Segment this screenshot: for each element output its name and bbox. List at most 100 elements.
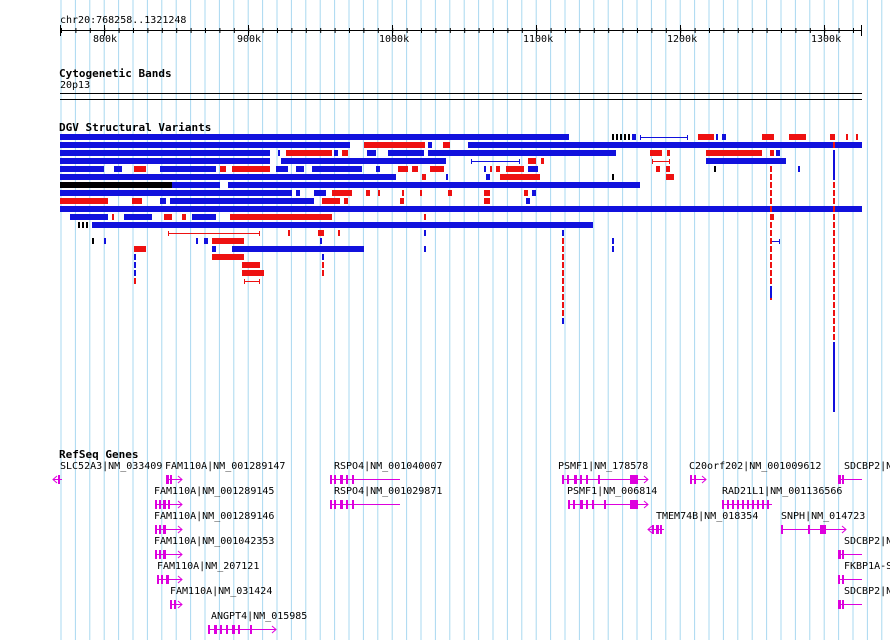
variant-bar	[398, 166, 408, 172]
gene-label[interactable]: SDCBP2|N	[844, 536, 890, 547]
variant-bar	[232, 246, 364, 252]
gene-label[interactable]: FAM110A|NM_031424	[170, 586, 273, 597]
variant-bar	[60, 134, 569, 140]
gene-exon	[630, 475, 638, 484]
gene-label[interactable]: RSPO4|NM_001029871	[334, 486, 443, 497]
variant-mark	[833, 214, 835, 220]
gene-exon	[163, 550, 166, 559]
gene-exon	[232, 625, 235, 634]
gene-exon	[656, 525, 659, 534]
gene-label[interactable]: FKBP1A-S	[844, 561, 890, 572]
variant-bar	[204, 238, 208, 244]
variant-mark	[770, 286, 772, 298]
variant-bar	[367, 150, 376, 156]
variant-bar	[376, 166, 380, 172]
variant-bar	[443, 142, 450, 148]
gene-exon	[722, 500, 724, 509]
gene-exon	[346, 500, 348, 509]
variant-mark	[322, 254, 324, 260]
variant-bar	[134, 246, 146, 252]
variant-bar	[798, 166, 800, 172]
variant-bar	[541, 158, 544, 164]
variant-bar	[344, 198, 348, 204]
variant-bar	[318, 230, 324, 236]
variant-mark	[833, 334, 835, 340]
variant-bar	[666, 174, 674, 180]
variant-bar	[78, 222, 80, 228]
variant-mark	[770, 174, 772, 180]
gene-label[interactable]: RAD21L1|NM_001136566	[722, 486, 843, 497]
variant-bar	[789, 134, 806, 140]
gene-label[interactable]: FAM110A|NM_001289145	[154, 486, 275, 497]
gene-label[interactable]: PSMF1|NM_006814	[567, 486, 658, 497]
variant-bar	[484, 166, 486, 172]
variant-mark	[562, 238, 564, 244]
gene-exon	[250, 625, 252, 634]
gene-label[interactable]: SDCBP2|N	[844, 461, 890, 472]
variant-mark	[833, 246, 835, 252]
gene-label[interactable]: PSMF1|NM_178578	[558, 461, 649, 472]
variant-bar	[364, 142, 425, 148]
variant-mark	[833, 318, 835, 324]
variant-bar	[164, 214, 172, 220]
gene-exon	[58, 475, 60, 484]
gene-label[interactable]: SLC52A3|NM_033409	[60, 461, 163, 472]
variant-mark	[833, 286, 835, 292]
variant-bar	[134, 166, 146, 172]
gene-exon	[747, 500, 749, 509]
gene-exon	[170, 600, 172, 609]
variant-bar	[288, 230, 290, 236]
gene-exon	[168, 500, 170, 509]
gene-exon	[742, 500, 744, 509]
location-label: chr20:768258..1321248	[60, 15, 187, 26]
variant-bar	[114, 166, 122, 172]
gene-label[interactable]: RSPO4|NM_001040007	[334, 461, 443, 472]
gene-exon	[340, 475, 343, 484]
gene-exon	[842, 600, 844, 609]
variant-mark	[833, 310, 835, 316]
gene-label[interactable]: FAM110A|NM_001289147	[165, 461, 286, 472]
variant-bar	[500, 174, 540, 180]
variant-bar	[286, 150, 332, 156]
gene-label[interactable]: FAM110A|NM_001289146	[154, 511, 275, 522]
variant-mark	[770, 278, 772, 284]
variant-bar	[92, 222, 593, 228]
gene-strand-arrow	[177, 550, 183, 559]
gene-exon	[352, 500, 354, 509]
gene-exon	[842, 550, 844, 559]
gene-exon	[580, 475, 582, 484]
variant-mark	[770, 270, 772, 276]
variant-bar	[666, 166, 670, 172]
variant-bar	[698, 134, 714, 140]
variant-bar	[60, 166, 104, 172]
gene-exon	[170, 475, 172, 484]
variant-mark	[612, 246, 614, 252]
gene-label[interactable]: FAM110A|NM_207121	[157, 561, 260, 572]
gene-exon	[163, 500, 166, 509]
gene-exon	[562, 475, 564, 484]
gene-label[interactable]: FAM110A|NM_001042353	[154, 536, 275, 547]
variant-mark	[770, 198, 772, 204]
cytoband-track-title: Cytogenetic Bands	[59, 67, 172, 80]
variant-mark	[562, 294, 564, 300]
variant-mark	[833, 198, 835, 204]
variant-bar	[430, 166, 444, 172]
gene-exon	[166, 475, 169, 484]
variant-bar	[160, 166, 216, 172]
variant-bar	[830, 134, 834, 140]
gene-label[interactable]: C20orf202|NM_001009612	[689, 461, 822, 472]
variant-mark	[562, 286, 564, 292]
variant-bar	[528, 158, 536, 164]
gene-label[interactable]: SDCBP2|N	[844, 586, 890, 597]
ruler-tick-label: 1300k	[811, 34, 842, 45]
gene-exon	[159, 500, 161, 509]
gene-label[interactable]: TMEM74B|NM_018354	[656, 511, 759, 522]
gene-label[interactable]: ANGPT4|NM_015985	[211, 611, 308, 622]
variant-mark	[562, 302, 564, 308]
variant-mark	[770, 246, 772, 252]
variant-bar	[60, 182, 172, 188]
variant-bar	[212, 246, 216, 252]
gene-label[interactable]: SNPH|NM_014723	[781, 511, 866, 522]
variant-bar	[60, 150, 270, 156]
variant-mark	[833, 238, 835, 244]
